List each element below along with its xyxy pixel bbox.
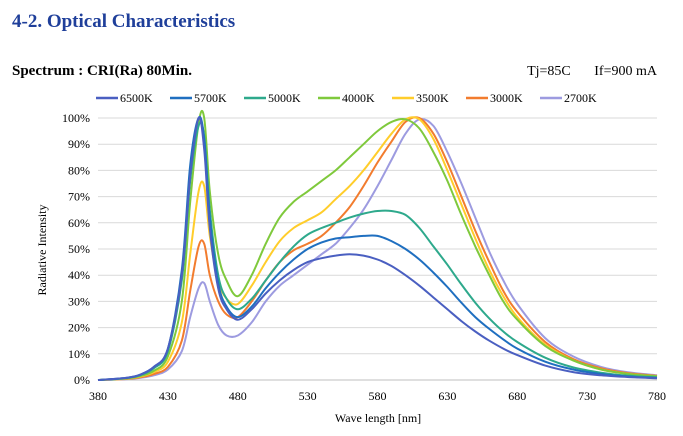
y-tick-label: 50% <box>68 242 90 256</box>
y-tick-label: 30% <box>68 294 90 308</box>
series-line-3500k <box>97 116 658 381</box>
legend-label-5000k: 5000K <box>268 91 301 105</box>
series-line-4000k <box>97 109 658 381</box>
chart-subtitle: Spectrum : CRI(Ra) 80Min. <box>12 63 192 79</box>
legend-label-4000k: 4000K <box>342 91 375 105</box>
x-tick-label: 530 <box>299 389 317 403</box>
y-tick-label: 40% <box>68 268 90 282</box>
junction-temperature: Tj=85C <box>527 64 571 79</box>
x-tick-label: 380 <box>89 389 107 403</box>
series-lines <box>97 109 658 381</box>
chart-axes: 0% 10% 20% 30% 40% 50% 60% 70% 80% 90% 100% 380 430 4… <box>62 111 666 403</box>
series-line-3000k <box>97 116 658 381</box>
x-tick-label: 630 <box>438 389 456 403</box>
y-axis-label: Radiative Intensity <box>35 205 49 296</box>
x-tick-label: 730 <box>578 389 596 403</box>
x-tick-label: 580 <box>369 389 387 403</box>
legend-label-6500k: 6500K <box>120 91 153 105</box>
y-tick-label: 90% <box>68 137 90 151</box>
series-line-2700k <box>97 117 658 381</box>
legend-label-3000k: 3000K <box>490 91 523 105</box>
x-tick-label: 780 <box>648 389 666 403</box>
x-tick-label: 480 <box>229 389 247 403</box>
x-axis-label: Wave length [nm] <box>335 411 421 425</box>
legend-label-3500k: 3500K <box>416 91 449 105</box>
chart-legend: 6500K 5700K 5000K 4000K 3500K 3000K 2700K <box>96 91 597 105</box>
x-tick-label: 680 <box>508 389 526 403</box>
legend-label-2700k: 2700K <box>564 91 597 105</box>
series-line-6500k <box>97 116 658 381</box>
y-tick-label: 0% <box>74 373 90 387</box>
y-tick-label: 10% <box>68 347 90 361</box>
y-tick-label: 20% <box>68 321 90 335</box>
legend-label-5700k: 5700K <box>194 91 227 105</box>
y-tick-label: 70% <box>68 190 90 204</box>
y-tick-label: 80% <box>68 163 90 177</box>
y-tick-label: 60% <box>68 216 90 230</box>
series-line-5700k <box>97 115 658 381</box>
x-tick-label: 430 <box>159 389 177 403</box>
test-conditions: Tj=85C If=900 mA <box>527 64 657 80</box>
forward-current: If=900 mA <box>594 64 657 79</box>
section-title: 4-2. Optical Characteristics <box>12 11 236 32</box>
y-tick-label: 100% <box>62 111 90 125</box>
